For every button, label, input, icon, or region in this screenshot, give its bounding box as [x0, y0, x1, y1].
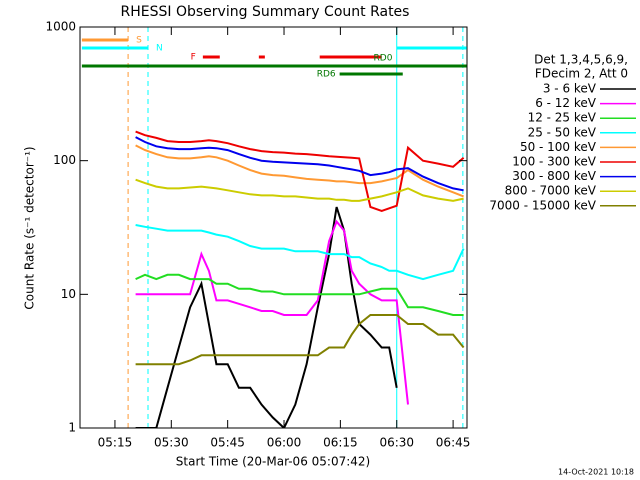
series-line [135, 206, 398, 428]
legend-label: 25 - 50 keV [528, 125, 597, 139]
legend-label: 50 - 100 keV [520, 140, 597, 154]
series-line [135, 144, 464, 198]
y-tick-label: 1000 [45, 20, 76, 34]
plot-frame [79, 26, 468, 429]
x-tick-label: 05:45 [210, 436, 245, 450]
series-line [135, 273, 464, 316]
y-axis-label: Count Rate (s⁻¹ detector⁻¹) [23, 146, 37, 309]
x-tick-label: 05:15 [98, 436, 133, 450]
series-line [135, 219, 409, 405]
legend-label: 7000 - 15000 keV [489, 198, 596, 212]
flag-label: F [191, 53, 196, 63]
legend-label: 300 - 800 keV [512, 169, 596, 183]
legend-label: 100 - 300 keV [512, 155, 596, 169]
legend-label: 12 - 25 keV [528, 111, 597, 125]
legend-label: 800 - 7000 keV [505, 184, 597, 198]
series-line [135, 314, 465, 366]
series-line [135, 178, 464, 202]
x-tick-label: 06:30 [379, 436, 414, 450]
chart-title: RHESSI Observing Summary Count Rates [121, 4, 410, 20]
legend-label: 3 - 6 keV [543, 82, 597, 96]
y-tick-label: 100 [53, 153, 76, 167]
series-line [135, 130, 465, 213]
x-axis-label: Start Time (20-Mar-06 05:07:42) [176, 455, 370, 469]
y-tick-label: 1 [68, 421, 76, 435]
legend-header: FDecim 2, Att 0 [535, 67, 628, 81]
series-line [135, 136, 464, 192]
flag-label: RD6 [317, 70, 336, 80]
footer: 14-Oct-2021 10:18 [558, 468, 634, 477]
flag-label: RD0 [374, 54, 393, 64]
flag-label: N [156, 44, 163, 54]
legend-header: Det 1,3,4,5,6,9, [534, 53, 628, 67]
x-tick-label: 05:30 [154, 436, 189, 450]
plot-area [127, 27, 465, 428]
y-tick-label: 10 [61, 287, 76, 301]
series-line [135, 224, 465, 281]
x-tick-label: 06:45 [436, 436, 471, 450]
x-tick-label: 06:15 [323, 436, 358, 450]
flag-label: S [136, 36, 142, 46]
x-tick-label: 06:00 [267, 436, 302, 450]
legend-label: 6 - 12 keV [535, 96, 597, 110]
